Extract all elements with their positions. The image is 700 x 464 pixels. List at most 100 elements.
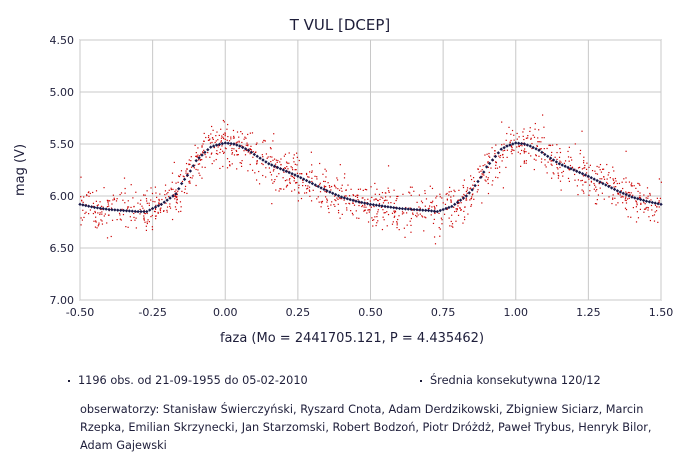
observation-point	[205, 156, 207, 158]
observation-point	[298, 159, 300, 162]
observation-point	[327, 205, 329, 207]
observation-point	[401, 211, 404, 213]
observation-point	[446, 198, 448, 200]
observation-point	[410, 194, 412, 196]
observation-point	[189, 180, 191, 182]
observation-point	[229, 144, 231, 147]
observation-point	[613, 182, 615, 185]
mean-point	[89, 205, 94, 209]
observation-point	[525, 160, 527, 162]
observation-point	[247, 133, 249, 136]
observation-point	[300, 173, 303, 175]
observation-point	[446, 208, 448, 211]
observation-point	[99, 212, 101, 214]
observation-point	[461, 196, 463, 198]
observation-point	[384, 212, 386, 214]
observation-point	[487, 192, 490, 195]
observation-point	[143, 215, 145, 217]
observation-point	[284, 179, 286, 182]
observation-point	[651, 209, 653, 211]
observation-point	[116, 219, 118, 221]
observation-point	[380, 196, 382, 198]
observation-point	[635, 221, 638, 223]
observation-point	[372, 225, 374, 227]
observation-point	[502, 187, 505, 189]
observation-point	[335, 200, 337, 202]
observation-point	[175, 189, 177, 191]
observation-point	[460, 209, 462, 211]
observation-point	[648, 216, 650, 218]
observation-point	[595, 172, 597, 175]
observation-point	[531, 147, 533, 150]
observation-point	[660, 181, 662, 183]
observation-point	[341, 184, 343, 186]
observation-point	[140, 199, 142, 201]
observation-point	[443, 213, 446, 215]
observation-point	[195, 184, 197, 187]
observation-point	[516, 132, 518, 135]
observation-point	[451, 225, 453, 227]
observation-point	[590, 181, 593, 183]
observation-point	[373, 219, 375, 221]
observation-point	[635, 187, 637, 189]
observation-point	[639, 197, 642, 199]
observation-point	[221, 135, 223, 137]
observation-point	[339, 164, 341, 166]
observation-point	[135, 191, 137, 193]
mean-point	[560, 163, 564, 167]
observation-point	[643, 201, 645, 204]
observation-point	[404, 236, 406, 238]
observation-point	[334, 205, 336, 207]
observation-point	[396, 198, 398, 200]
observation-point	[343, 177, 346, 179]
observation-point	[393, 202, 395, 205]
observation-point	[376, 222, 378, 224]
observation-point	[472, 184, 474, 186]
observation-point	[232, 137, 235, 139]
observation-point	[363, 210, 365, 212]
observation-point	[236, 154, 238, 156]
observation-point	[310, 151, 312, 153]
observation-point	[174, 194, 176, 196]
observation-point	[487, 177, 489, 179]
observation-point	[357, 199, 359, 201]
observation-point	[201, 166, 203, 168]
observation-point	[488, 152, 490, 155]
observation-point	[393, 210, 395, 212]
observation-point	[630, 185, 633, 187]
mean-point	[519, 141, 524, 146]
observation-point	[107, 201, 109, 203]
observation-point	[477, 168, 480, 170]
mean-point	[217, 142, 222, 147]
observation-point	[615, 204, 617, 206]
observation-point	[311, 164, 313, 166]
observation-point	[553, 173, 555, 175]
observation-point	[375, 198, 378, 200]
observation-point	[627, 191, 630, 194]
observation-point	[470, 204, 473, 206]
observation-point	[187, 172, 189, 175]
observation-point	[631, 182, 633, 184]
observation-point	[194, 144, 196, 146]
observation-point	[465, 197, 467, 199]
observation-point	[632, 194, 634, 196]
observation-point	[508, 126, 510, 128]
observation-point	[365, 206, 367, 208]
observation-point	[326, 201, 328, 203]
observation-point	[378, 203, 381, 205]
observation-point	[601, 192, 603, 194]
observation-point	[518, 145, 521, 148]
observation-point	[193, 167, 196, 169]
observation-point	[534, 128, 536, 130]
observation-point	[599, 163, 602, 166]
observation-point	[97, 204, 99, 206]
observation-point	[219, 167, 221, 170]
observation-point	[264, 140, 266, 142]
observation-point	[628, 181, 631, 183]
mean-point	[418, 208, 422, 212]
x-tick-label: -0.25	[138, 306, 166, 319]
observation-point	[490, 167, 492, 169]
observation-point	[581, 189, 583, 191]
observation-point	[298, 184, 300, 186]
mean-point	[426, 208, 431, 213]
